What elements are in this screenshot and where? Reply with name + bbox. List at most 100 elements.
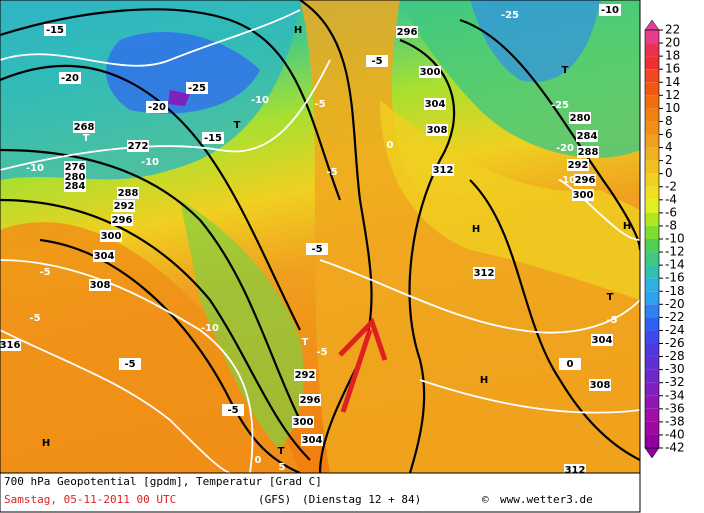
label-box <box>64 180 86 192</box>
label-box <box>419 66 441 78</box>
footer-date: Samstag, 05-11-2011 00 UTC <box>4 493 176 506</box>
map-label: 296 <box>112 215 133 226</box>
label-box <box>44 24 66 36</box>
colorbar-swatch <box>645 382 659 396</box>
colorbar-swatch <box>645 343 659 357</box>
map-label: -5 <box>316 347 327 358</box>
footer-site: www.wetter3.de <box>500 493 593 506</box>
colorbar-label: -14 <box>665 258 685 272</box>
map-label: 308 <box>590 380 611 391</box>
colorbar-swatch <box>645 330 659 344</box>
label-box <box>424 98 446 110</box>
colorbar-swatch <box>645 56 659 70</box>
footer-run: (Dienstag 12 + 84) <box>302 493 421 506</box>
colorbar-swatch <box>645 239 659 253</box>
colorbar-label: 8 <box>665 114 673 128</box>
map-label: -20 <box>556 143 574 154</box>
map-label: T <box>607 292 614 303</box>
label-box <box>294 369 316 381</box>
label-box <box>292 416 314 428</box>
colorbar-label: 14 <box>665 75 680 89</box>
map-label: 296 <box>300 395 321 406</box>
colorbar-label: -34 <box>665 388 685 402</box>
colorbar-swatch <box>645 43 659 57</box>
map-label: 304 <box>425 99 446 110</box>
map-label: 312 <box>565 465 586 476</box>
colorbar-label: -12 <box>665 245 685 259</box>
label-box <box>111 214 133 226</box>
colorbar-swatch <box>645 252 659 266</box>
label-box <box>93 250 115 262</box>
colorbar-label: -40 <box>665 427 685 441</box>
map-label: 272 <box>128 141 149 152</box>
map-label: 300 <box>420 67 441 78</box>
label-box <box>591 334 613 346</box>
map-label: -10 <box>141 157 159 168</box>
label-box <box>119 358 141 370</box>
map-label: H <box>480 375 488 386</box>
map-label: -15 <box>46 25 64 36</box>
label-box <box>589 379 611 391</box>
label-box <box>146 101 168 113</box>
map-label: -20 <box>61 73 79 84</box>
colorbar-label: -32 <box>665 375 685 389</box>
map-label: -5 <box>29 313 40 324</box>
label-box <box>306 243 328 255</box>
colorbar-swatch <box>645 395 659 409</box>
map-label: 300 <box>293 417 314 428</box>
label-box <box>299 394 321 406</box>
map-label: T <box>562 65 569 76</box>
map-label: 5 <box>279 462 286 473</box>
colorbar-label: -20 <box>665 297 685 311</box>
map-label: 280 <box>65 172 86 183</box>
label-box <box>73 121 95 133</box>
map-label: 284 <box>65 181 86 192</box>
map-label: H <box>623 221 631 232</box>
colorbar-label: -24 <box>665 323 685 337</box>
colorbar-label: -22 <box>665 310 685 324</box>
map-label: 308 <box>90 280 111 291</box>
map-label: -5 <box>606 315 617 326</box>
map-label: -5 <box>371 56 382 67</box>
map-label: T <box>83 133 90 144</box>
map-label: 296 <box>575 175 596 186</box>
map-label: 280 <box>570 113 591 124</box>
label-box <box>186 82 208 94</box>
colorbar-swatch <box>645 369 659 383</box>
colorbar-swatch <box>645 82 659 96</box>
map-label: H <box>42 438 50 449</box>
colorbar-label: 18 <box>665 49 680 63</box>
label-box <box>127 140 149 152</box>
map-label: 284 <box>577 131 598 142</box>
colorbar-swatch <box>645 408 659 422</box>
map-label: T <box>302 337 309 348</box>
label-box <box>89 279 111 291</box>
colorbar-top <box>644 19 660 31</box>
map-label: 268 <box>74 122 95 133</box>
map-label: -10 <box>558 175 576 186</box>
map-label: -15 <box>204 133 222 144</box>
colorbar-swatch <box>645 69 659 83</box>
map-label: -5 <box>227 405 238 416</box>
colorbar: 2220181614121086420-2-4-6-8-10-12-14-16-… <box>644 19 685 459</box>
colorbar-label: 16 <box>665 62 680 76</box>
colorbar-label: 10 <box>665 101 680 115</box>
map-label: 288 <box>118 188 139 199</box>
colorbar-swatch <box>645 356 659 370</box>
map-label: -5 <box>124 359 135 370</box>
map-label: 292 <box>114 201 135 212</box>
label-box <box>100 230 122 242</box>
label-box <box>599 4 621 16</box>
label-box <box>117 187 139 199</box>
colorbar-label: -26 <box>665 336 685 350</box>
map-label: 276 <box>65 162 86 173</box>
colorbar-swatch <box>645 121 659 135</box>
colorbar-label: -30 <box>665 362 685 376</box>
label-box <box>64 161 86 173</box>
label-box <box>59 72 81 84</box>
map-label: 288 <box>578 147 599 158</box>
map-label: T <box>278 446 285 457</box>
colorbar-swatch <box>645 265 659 279</box>
